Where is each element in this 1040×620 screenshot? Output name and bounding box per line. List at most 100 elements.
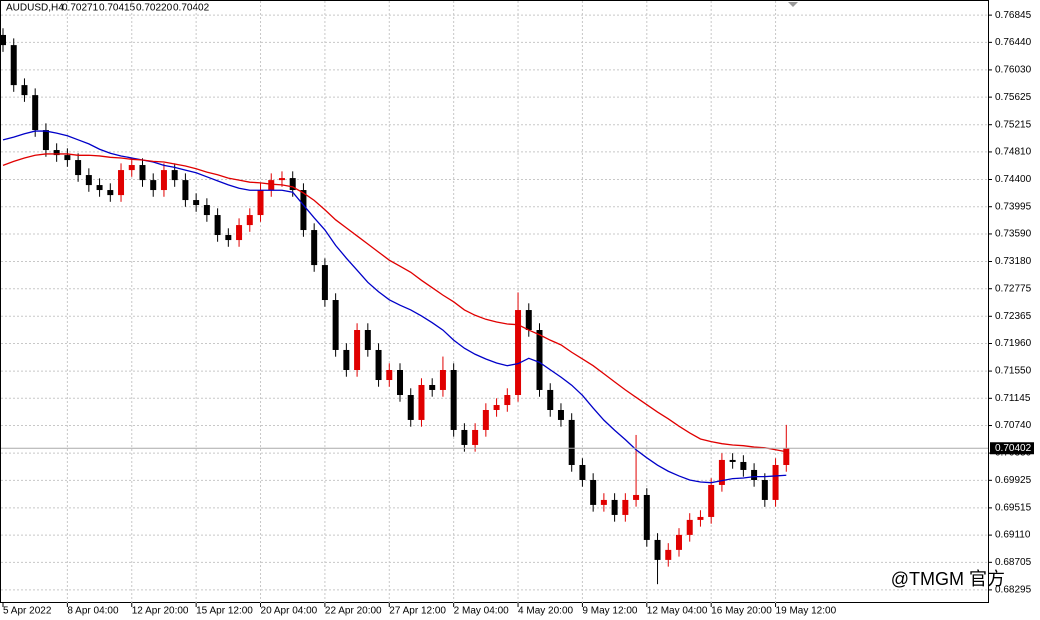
y-tick-label: 0.71960: [995, 338, 1032, 349]
candle-body: [278, 178, 285, 181]
x-tick-label: 4 May 20:00: [518, 606, 573, 617]
candle-body: [751, 469, 758, 480]
x-tick-label: 22 Apr 20:00: [325, 606, 382, 617]
candle-body: [686, 519, 693, 535]
candle-body: [257, 190, 264, 216]
candle-body: [85, 175, 92, 186]
candle-body: [268, 180, 275, 191]
candle-body: [590, 479, 597, 505]
candle-body: [472, 429, 479, 445]
candle-body: [42, 130, 49, 151]
last-price-label: 0.70402: [995, 443, 1032, 454]
candle-body: [160, 170, 167, 191]
y-tick-label: 0.73180: [995, 256, 1032, 267]
candle-body: [139, 165, 146, 181]
candle-body: [643, 494, 650, 540]
candle-body: [375, 349, 382, 381]
candle-body: [461, 429, 468, 445]
candle-body: [364, 330, 371, 350]
candle-body: [600, 499, 607, 505]
y-tick-label: 0.75625: [995, 92, 1032, 103]
candle-body: [557, 409, 564, 420]
watermark: @TMGM 官方: [891, 569, 1005, 589]
candle-body: [311, 230, 318, 266]
x-tick-label: 9 May 12:00: [582, 606, 637, 617]
y-tick-label: 0.69515: [995, 503, 1032, 514]
candle-body: [568, 419, 575, 465]
header-value: 0.70271: [62, 3, 99, 14]
candle-body: [107, 190, 114, 196]
y-tick-label: 0.71145: [995, 393, 1031, 404]
x-tick-label: 2 May 04:00: [454, 606, 509, 617]
candle-body: [772, 464, 779, 500]
y-tick-label: 0.68705: [995, 557, 1032, 568]
scroll-marker: [788, 2, 798, 7]
candle-body: [321, 265, 328, 301]
candle-body: [343, 349, 350, 371]
candle-body: [407, 395, 414, 420]
last-price-box: [990, 442, 1034, 455]
header-value: 0.70402: [173, 3, 210, 14]
candle-body: [203, 205, 210, 216]
candle-body: [429, 384, 436, 390]
candle-body: [718, 459, 725, 485]
candle-body: [386, 370, 393, 381]
x-tick-label: 12 May 04:00: [647, 606, 708, 617]
candle-body: [740, 461, 747, 470]
candle-body: [150, 180, 157, 191]
candle-body: [536, 330, 543, 390]
y-tick-label: 0.76845: [995, 10, 1032, 21]
moving-average: [2, 153, 787, 453]
candle-body: [633, 494, 640, 500]
candle-body: [300, 190, 307, 231]
candle-body: [225, 235, 232, 241]
y-tick-label: 0.73995: [995, 201, 1032, 212]
y-tick-label: 0.76030: [995, 65, 1032, 76]
candle-body: [525, 310, 532, 331]
candle-body: [32, 95, 39, 131]
y-tick-label: 0.73590: [995, 229, 1032, 240]
y-tick-label: 0.72775: [995, 283, 1032, 294]
candle-body: [450, 370, 457, 430]
candle-body: [697, 516, 704, 520]
candle-body: [75, 160, 82, 176]
y-tick-label: 0.69925: [995, 475, 1032, 486]
candle-body: [193, 200, 200, 206]
candle-body: [182, 180, 189, 201]
candle-body: [504, 395, 511, 406]
candle-body: [729, 459, 736, 462]
candle-body: [289, 178, 296, 191]
plot-frame: [0, 0, 989, 603]
candle-body: [493, 405, 500, 410]
candle-body: [128, 165, 135, 171]
candle-body: [708, 484, 715, 517]
x-tick-label: 15 Apr 12:00: [196, 606, 253, 617]
x-tick-label: 20 Apr 04:00: [261, 606, 318, 617]
candle-body: [761, 479, 768, 500]
candle-body: [21, 85, 28, 96]
y-tick-label: 0.68295: [995, 585, 1032, 596]
candle-body: [10, 45, 17, 86]
header-value: 0.70220: [136, 3, 173, 14]
candle-body: [675, 534, 682, 550]
candle-body: [332, 300, 339, 350]
candle-body: [665, 549, 672, 560]
y-tick-label: 0.69110: [995, 530, 1031, 541]
moving-average: [2, 130, 787, 484]
candle-body: [214, 215, 221, 236]
candle-body: [515, 310, 522, 396]
y-tick-label: 0.72365: [995, 311, 1032, 322]
y-tick-label: 0.76440: [995, 37, 1032, 48]
y-tick-label: 0.74810: [995, 147, 1032, 158]
x-tick-label: 27 Apr 12:00: [389, 606, 446, 617]
header-value: 0.70415: [99, 3, 136, 14]
symbol: AUDUSD,H4: [6, 3, 64, 14]
x-tick-label: 19 May 12:00: [776, 606, 837, 617]
candle-body: [579, 464, 586, 480]
candle-body: [171, 170, 178, 181]
x-tick-label: 8 Apr 04:00: [67, 606, 119, 617]
candle-body: [96, 185, 103, 191]
candle-body: [236, 225, 243, 241]
candle-body: [64, 155, 71, 161]
